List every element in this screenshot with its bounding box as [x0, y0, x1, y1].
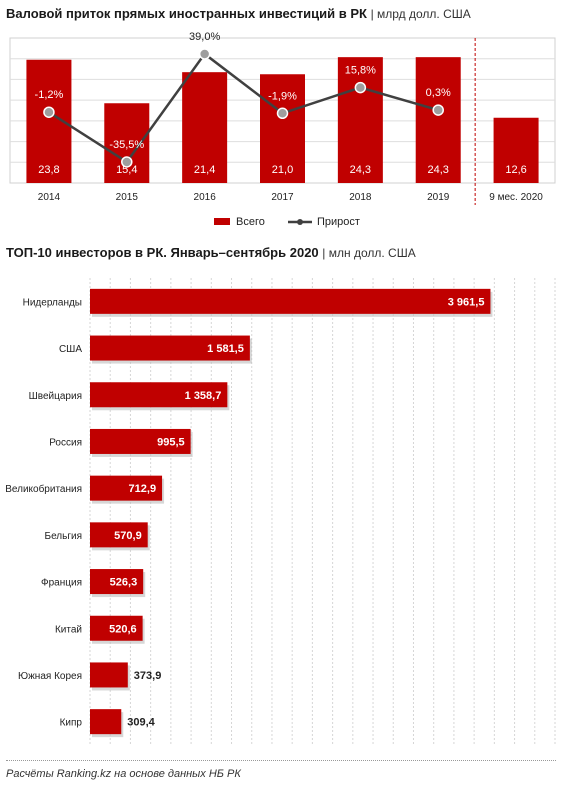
chart2-bar [90, 288, 491, 314]
chart1-title-text: Валовой приток прямых иностранных инвест… [6, 6, 367, 21]
chart2-bar [90, 335, 250, 361]
chart2-bar-shadow [92, 525, 150, 551]
chart2-bar-shadow [92, 478, 165, 504]
chart2-bar-shadow [92, 572, 146, 598]
chart1-growth-marker [432, 104, 444, 116]
chart2-bar-value-label: 309,4 [127, 717, 155, 729]
chart1-legend-swatch-bar [214, 218, 230, 225]
chart2-category-label: Кипр [60, 718, 83, 729]
chart2-bar [90, 428, 191, 454]
chart1-legend-label-bar: Всего [236, 216, 265, 228]
chart1-growth-marker [121, 156, 133, 168]
chart2-bar-shadow [92, 291, 493, 317]
chart2-bar [90, 615, 143, 641]
chart1-bar-value-label: 24,3 [428, 164, 449, 176]
chart2-bar-shadow [92, 338, 252, 364]
chart1-x-tick-label: 2019 [427, 192, 450, 203]
chart1-bar [337, 57, 383, 183]
chart1-growth-label: 15,8% [345, 65, 376, 77]
chart1-growth-marker [198, 48, 211, 60]
chart2-category-label: Франция [41, 578, 82, 589]
chart2-category-label: Швейцария [29, 391, 82, 402]
chart1-bar-value-label: 12,6 [505, 164, 526, 176]
chart2-category-label: Южная Корея [18, 671, 82, 682]
chart1-growth-line [48, 52, 439, 164]
chart1-unit: | млрд долл. США [370, 7, 471, 21]
chart2-bar [90, 569, 144, 595]
chart2-bar-value-label: 1 581,5 [207, 343, 244, 355]
chart1-x-tick-label: 2018 [349, 192, 372, 203]
chart2-bar-value-label: 995,5 [157, 436, 185, 448]
chart2-bar-value-label: 712,9 [129, 483, 157, 495]
chart2-bar-shadow [92, 618, 145, 644]
chart1-growth-label: -35,5% [109, 139, 144, 151]
chart2-bar-shadow [92, 385, 230, 411]
chart1-bar [415, 57, 461, 183]
chart1-x-tick-label: 2014 [38, 192, 61, 203]
chart1-legend-swatch-marker [297, 219, 303, 225]
chart2-bar-value-label: 1 358,7 [185, 390, 222, 402]
chart2-bar [90, 475, 163, 501]
chart2-category-label: Бельгия [45, 531, 83, 542]
chart2-bar-shadow [92, 665, 130, 691]
chart1-growth-label: 0,3% [426, 87, 451, 99]
chart2-bar-value-label: 3 961,5 [448, 296, 485, 308]
chart2-category-label: Великобритания [5, 483, 82, 495]
chart2-bar-value-label: 526,3 [110, 577, 138, 589]
chart2-bar [90, 662, 128, 688]
chart1-bar-value-label: 21,0 [272, 164, 293, 176]
chart1-bar-value-label: 15,4 [116, 164, 137, 176]
chart1-title: Валовой приток прямых иностранных инвест… [6, 6, 471, 21]
chart1-bar-value-label: 21,4 [194, 164, 215, 176]
footer-divider [6, 760, 556, 761]
chart1-x-tick-label: 2017 [271, 192, 294, 203]
chart1-svg: 23,8 2014 15,4 2015 21,4 2016 21,0 2017 24,3 2018… [9, 31, 556, 228]
chart2-bar-shadow [92, 712, 124, 738]
chart1-x-tick-label: 2016 [194, 192, 217, 203]
chart2-bar [90, 709, 122, 735]
chart2-category-label: Россия [49, 437, 82, 448]
chart1-x-tick-label: 2015 [116, 192, 139, 203]
chart2-bar-value-label: 520,6 [109, 623, 137, 635]
chart2-category-label: Нидерланды [23, 297, 82, 308]
chart1-bar-value-label: 23,8 [38, 164, 59, 176]
chart2-bar [90, 382, 228, 408]
chart1-bar-value-label: 24,3 [350, 164, 371, 176]
chart1-growth-label: -1,2% [35, 89, 64, 101]
chart1-growth-label: 39,0% [189, 31, 220, 43]
chart2-unit: | млн долл. США [322, 246, 416, 260]
chart2-bar [90, 522, 148, 548]
chart2-title-text: ТОП-10 инвесторов в РК. Январь–сентябрь … [6, 245, 319, 260]
chart1-growth-marker [43, 106, 55, 118]
chart1-growth-marker [354, 81, 367, 94]
footer-source: Расчёты Ranking.kz на основе данных НБ Р… [6, 768, 241, 780]
chart1-growth-marker [276, 107, 289, 120]
chart2-category-label: США [59, 344, 82, 355]
chart1-growth-label: -1,9% [268, 90, 297, 102]
chart1-x-tick-label: 9 мес. 2020 [489, 192, 543, 203]
chart2-category-label: Китай [55, 624, 82, 635]
chart1-bar [182, 72, 228, 183]
chart1-legend-label-line: Прирост [317, 216, 360, 228]
chart2-title: ТОП-10 инвесторов в РК. Январь–сентябрь … [6, 245, 416, 260]
chart2-bar-value-label: 570,9 [114, 530, 142, 542]
chart2-bar-shadow [92, 431, 193, 457]
chart2-bar-value-label: 373,9 [134, 670, 162, 682]
chart1-bar [493, 117, 539, 183]
chart1-bar [260, 74, 305, 183]
